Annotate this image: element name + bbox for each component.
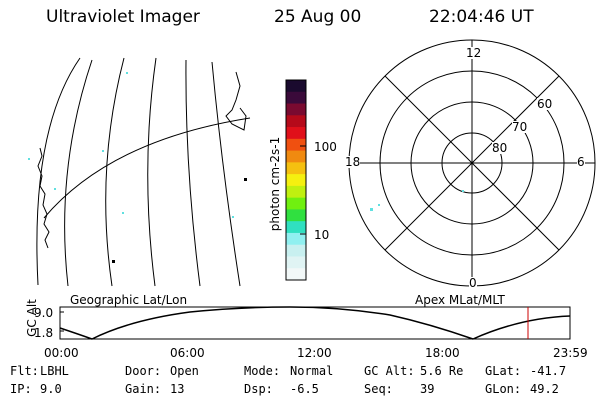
colorbar-tick-100: 100 — [314, 140, 337, 154]
speckle — [462, 190, 464, 192]
date-label: 25 Aug 00 — [274, 7, 362, 27]
time-label: 22:04:46 UT — [429, 7, 534, 27]
altitude-xtick: 23:59 — [553, 346, 588, 360]
speckle — [122, 212, 124, 214]
status-value: 9.0 — [40, 382, 62, 396]
altitude-curve — [59, 306, 571, 340]
speckle — [244, 178, 247, 181]
latitude-line — [43, 117, 251, 219]
speckle — [28, 158, 30, 160]
meridian-line — [105, 57, 125, 287]
mlt-label-12: 12 — [466, 46, 482, 60]
altitude-ytick-high: 9.0 — [34, 306, 54, 320]
status-label: IP: — [10, 382, 32, 396]
status-label: GLon: — [485, 382, 522, 396]
altitude-xtick: 18:00 — [425, 346, 460, 360]
speckle — [126, 72, 128, 74]
status-value: -6.5 — [290, 382, 319, 396]
colorbar-segment — [286, 244, 306, 257]
status-label: Door: — [125, 364, 162, 378]
status-value: 5.6 Re — [420, 364, 464, 378]
mlt-label-18: 18 — [345, 155, 361, 169]
instrument-title: Ultraviolet Imager — [46, 7, 200, 27]
status-label: Dsp: — [244, 382, 273, 396]
status-label: Mode: — [244, 364, 281, 378]
polar-diagonal — [384, 75, 560, 251]
mlt-label-6: 6 — [577, 155, 585, 169]
status-value: -41.7 — [530, 364, 567, 378]
polar-panel-label: Apex MLat/MLT — [415, 293, 505, 307]
coastline — [37, 147, 50, 249]
colorbar-segment — [286, 232, 306, 246]
meridian-line — [64, 59, 93, 287]
colorbar-segment — [286, 174, 306, 187]
altitude-ytick-low: 1.8 — [34, 326, 54, 340]
colorbar-segment — [286, 138, 306, 152]
colorbar-segment — [286, 91, 306, 105]
colorbar-segment — [286, 209, 306, 222]
colorbar-segment — [286, 197, 306, 210]
status-label: Gain: — [125, 382, 162, 396]
colorbar-tick-10: 10 — [314, 228, 330, 242]
status-value: 13 — [170, 382, 185, 396]
speckle — [54, 188, 56, 190]
status-label: GC Alt: — [364, 364, 415, 378]
earth-limb — [36, 57, 81, 286]
colorbar-segment — [286, 162, 306, 175]
meridian-line — [211, 61, 241, 287]
speckle — [370, 208, 373, 211]
status-value: 49.2 — [530, 382, 559, 396]
status-value: LBHL — [40, 364, 69, 378]
mlat-label-60: 60 — [537, 97, 553, 111]
status-label: GLat: — [485, 364, 522, 378]
altitude-xtick: 00:00 — [44, 346, 79, 360]
speckle — [102, 150, 104, 152]
status-label: Seq: — [364, 382, 393, 396]
colorbar-segment — [286, 185, 306, 199]
altitude-xtick: 06:00 — [170, 346, 205, 360]
colorbar-segment — [286, 268, 306, 281]
mlt-label-0: 0 — [469, 276, 477, 290]
colorbar-segment — [286, 80, 306, 93]
colorbar-segment — [286, 115, 306, 128]
colorbar-segment — [286, 256, 306, 269]
colorbar-segment — [286, 150, 306, 163]
mlat-label-70: 70 — [512, 120, 528, 134]
meridian-line — [185, 59, 201, 287]
speckle — [112, 260, 115, 263]
speckle — [232, 216, 234, 218]
colorbar-segment — [286, 103, 306, 116]
status-value: Normal — [290, 364, 334, 378]
colorbar-segment — [286, 221, 306, 234]
mlat-label-80: 80 — [492, 141, 508, 155]
altitude-xtick: 12:00 — [297, 346, 332, 360]
status-label: Flt: — [10, 364, 39, 378]
speckle — [378, 204, 380, 206]
colorbar-segment — [286, 127, 306, 140]
status-value: Open — [170, 364, 199, 378]
coastline — [225, 71, 247, 131]
meridian-line — [147, 57, 157, 287]
status-value: 39 — [420, 382, 435, 396]
geographic-panel-label: Geographic Lat/Lon — [70, 293, 188, 307]
